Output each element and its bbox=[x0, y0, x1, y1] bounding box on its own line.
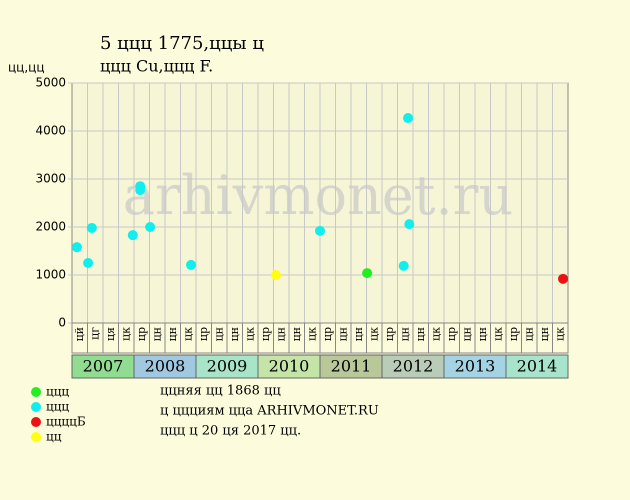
point bbox=[315, 225, 325, 236]
y-tick-label: 2000 bbox=[35, 220, 66, 234]
note: ццняя цц 1868 цц bbox=[160, 384, 281, 399]
month-label: цн bbox=[166, 327, 179, 341]
point bbox=[83, 258, 94, 268]
month-label: цй bbox=[73, 327, 86, 341]
watermark: arhivmonet.ru bbox=[123, 164, 513, 227]
point bbox=[186, 259, 197, 270]
point bbox=[404, 219, 415, 230]
year-label: 2014 bbox=[517, 357, 558, 376]
month-label: цн bbox=[476, 327, 489, 341]
month-label: цр bbox=[135, 327, 148, 341]
month-label: цр bbox=[259, 327, 272, 341]
month-label: цн bbox=[228, 327, 241, 341]
year-label: 2011 bbox=[331, 357, 372, 376]
point bbox=[398, 260, 409, 271]
month-label: цн bbox=[414, 327, 427, 341]
month-label: цк bbox=[429, 327, 442, 341]
month-label: цн bbox=[460, 327, 473, 341]
point bbox=[127, 230, 138, 241]
year-label: 2010 bbox=[269, 357, 310, 376]
month-label: цк bbox=[119, 327, 132, 341]
legend-marker bbox=[31, 432, 41, 442]
note: ццц ц 20 ця 2017 цц. bbox=[160, 424, 301, 439]
point bbox=[135, 185, 146, 196]
month-label: цк bbox=[491, 327, 504, 341]
month-label: цн bbox=[212, 327, 225, 341]
year-label: 2009 bbox=[207, 357, 248, 376]
point bbox=[362, 268, 373, 279]
month-label: цр bbox=[507, 327, 520, 341]
y-tick-label: 0 bbox=[58, 316, 66, 330]
month-label: цк bbox=[243, 327, 256, 341]
year-label: 2013 bbox=[455, 357, 496, 376]
month-label: цн bbox=[398, 327, 411, 341]
month-label: цн bbox=[336, 327, 349, 341]
month-label: цк bbox=[553, 327, 566, 341]
note: ц ццциям цца ARHIVMONET.RU bbox=[160, 404, 379, 419]
y-axis-label: цц,цц bbox=[8, 61, 45, 75]
point bbox=[71, 242, 82, 253]
year-label: 2007 bbox=[83, 357, 124, 376]
legend-label: ццц bbox=[46, 400, 69, 414]
year-label: 2008 bbox=[145, 357, 186, 376]
month-label: цн bbox=[538, 327, 551, 341]
legend-label: ццц bbox=[46, 385, 69, 399]
month-label: цн bbox=[150, 327, 163, 341]
month-label: цн bbox=[522, 327, 535, 341]
point bbox=[270, 270, 281, 280]
legend-marker bbox=[31, 387, 41, 397]
month-label: цр bbox=[321, 327, 334, 341]
y-tick-label: 1000 bbox=[35, 268, 66, 282]
point bbox=[145, 222, 156, 232]
legend-marker bbox=[31, 417, 41, 427]
year-cell bbox=[505, 354, 569, 379]
month-label: цр bbox=[383, 327, 396, 341]
point bbox=[86, 222, 97, 233]
legend-label: ццццБ bbox=[46, 415, 86, 429]
month-label: цр bbox=[197, 327, 210, 341]
month-label: цн bbox=[352, 327, 365, 341]
month-label: цк bbox=[181, 327, 194, 341]
month-label: цн bbox=[274, 327, 287, 341]
y-tick-label: 4000 bbox=[35, 124, 66, 138]
chart-title: 5 ццц 1775,ццы ц bbox=[100, 33, 264, 54]
month-label: цр bbox=[445, 327, 458, 341]
chart-subtitle: ццц Cu,ццц F. bbox=[100, 57, 213, 76]
month-label: цк bbox=[305, 327, 318, 341]
point bbox=[403, 113, 414, 124]
legend-label: цц bbox=[46, 430, 62, 444]
y-tick-label: 5000 bbox=[35, 76, 66, 90]
month-label: цк bbox=[367, 327, 380, 341]
year-label: 2012 bbox=[393, 357, 434, 376]
y-tick-label: 3000 bbox=[35, 172, 66, 186]
month-label: цн bbox=[290, 327, 303, 341]
point bbox=[558, 273, 569, 284]
legend-marker bbox=[31, 402, 41, 412]
month-label: ця bbox=[104, 327, 117, 341]
month-label: цг bbox=[88, 327, 101, 340]
